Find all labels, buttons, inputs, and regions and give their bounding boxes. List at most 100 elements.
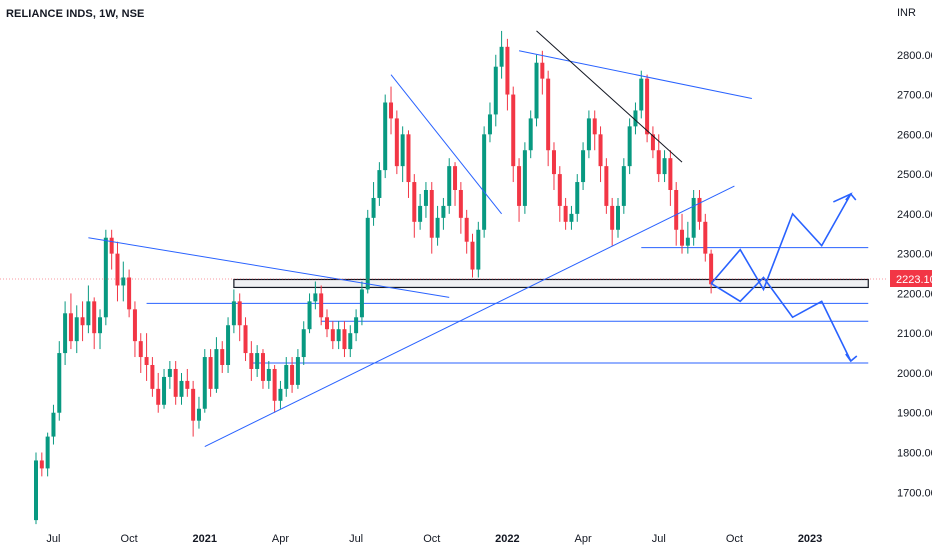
candle [621,158,626,214]
candle [132,301,137,358]
x-tick-label: Oct [423,533,440,545]
x-tick-label: Apr [575,533,592,545]
candle-body [685,237,690,246]
bear-arrow-head [845,353,858,363]
candle [359,281,364,326]
y-axis: 1700.00 1800.00 1900.00 2000.00 2100.00 2200.… [897,50,932,500]
candle [144,333,149,381]
candle-body [662,158,667,175]
candle [458,182,463,234]
candle [522,142,527,214]
candle-body [546,78,551,151]
y-tick-label: 1900.00 [897,408,932,420]
candle-body [453,166,458,190]
candle-body [191,388,196,421]
candle [202,349,207,413]
candle [156,372,161,413]
x-tick-label: Oct [726,533,743,545]
candle [563,197,568,230]
bull-arrow-head [845,192,857,201]
candle-body [517,166,522,206]
candle-body [237,301,242,326]
x-tick-label: 2021 [193,533,217,545]
candle-body [260,353,265,381]
candle-body [86,301,91,326]
candle [627,118,632,175]
candle-body [278,388,283,401]
candle [342,321,347,358]
candle [534,54,539,127]
candle-body [703,221,708,254]
x-tick-label: 2022 [495,533,519,545]
candle-body [359,289,364,318]
rising-support [204,185,735,447]
y-tick-label: 2600.00 [897,129,932,141]
last-price-tag [890,270,932,287]
candle-body [336,329,341,342]
candle-body [389,102,394,119]
candle [121,261,126,302]
candle [92,297,97,350]
candle [295,349,300,389]
candle [57,341,62,421]
candle [272,365,277,413]
candle-body [156,388,161,405]
candle [354,309,359,342]
candle-body [121,277,126,286]
candle-body [458,190,463,218]
candle-body [493,66,498,115]
candle [499,30,504,79]
candle-body [371,197,376,218]
candle [220,341,225,373]
candle [540,50,545,95]
candle-body [272,368,277,401]
candle-body [342,329,347,350]
candle-body [621,166,626,206]
candle [278,380,283,409]
candle [656,134,661,183]
candle [255,345,260,377]
resistance-2020 [88,237,450,298]
candle [138,333,143,373]
candle [406,130,411,198]
candle-body [138,341,143,358]
candle [487,102,492,143]
candle [63,301,68,365]
candle-body [563,205,568,222]
y-tick-label: 2400.00 [897,209,932,221]
candle [616,197,620,238]
candle [98,309,103,350]
candle-body [348,333,353,350]
candle-body [63,313,68,354]
candle-body [482,134,487,230]
y-tick-label: 2100.00 [897,328,932,340]
candle [179,372,184,405]
candle-body [423,190,428,206]
candle [226,317,231,373]
candle-body [284,365,289,389]
candle [453,162,458,206]
candle [371,182,376,226]
x-tick-label: Jul [46,533,60,545]
candle [581,142,586,190]
candle [429,182,434,254]
candle-body [231,301,236,326]
candle [237,293,242,342]
candle [685,221,690,254]
candle-body [319,293,324,318]
candle [301,321,306,365]
top-resistance [518,50,752,100]
candle [505,38,510,111]
candle-body [202,357,207,409]
candle [330,321,335,350]
candle [586,110,591,159]
candle-body [674,190,679,230]
y-tick-label: 1800.00 [897,448,932,460]
y-tick-label: 2700.00 [897,90,932,102]
candle-body [80,317,85,326]
candle-body [569,213,574,222]
candle [365,209,370,294]
candle-body [167,368,172,377]
